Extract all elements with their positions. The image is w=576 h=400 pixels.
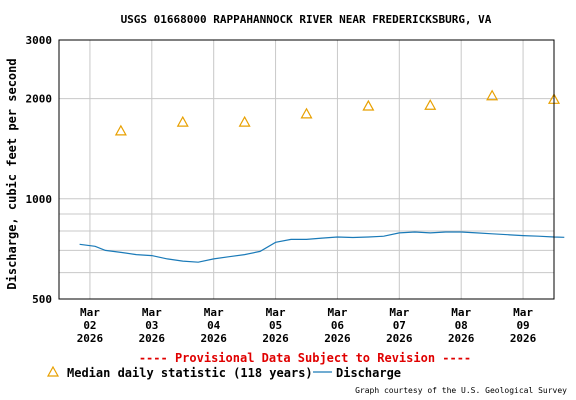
x-tick-label: 03 xyxy=(145,319,158,332)
plot-frame xyxy=(58,39,555,300)
x-tick-label: 07 xyxy=(393,319,406,332)
credit-text: Graph courtesy of the U.S. Geological Su… xyxy=(355,386,567,395)
x-tick-label: 2026 xyxy=(200,332,227,345)
x-tick-label: 2026 xyxy=(139,332,166,345)
x-tick-label: 04 xyxy=(207,319,221,332)
x-tick-label: 2026 xyxy=(262,332,289,345)
y-tick-labels: 500 1000 2000 3000 xyxy=(26,34,53,306)
x-tick-label: 08 xyxy=(455,319,468,332)
x-tick-label: Mar xyxy=(80,306,100,319)
legend-label-median: Median daily statistic (118 years) xyxy=(67,366,313,380)
y-tick-label: 3000 xyxy=(26,34,53,47)
x-tick-label: 2026 xyxy=(386,332,413,345)
median-point xyxy=(486,89,499,101)
legend-triangle-marker xyxy=(46,365,60,377)
median-point xyxy=(362,99,375,111)
chart-title: USGS 01668000 RAPPAHANNOCK RIVER NEAR FR… xyxy=(121,13,492,26)
legend: Median daily statistic (118 years) Disch… xyxy=(46,365,401,380)
median-point xyxy=(114,124,127,136)
x-tick-label: 2026 xyxy=(324,332,351,345)
x-tick-label: 05 xyxy=(269,319,282,332)
y-axis-label: Discharge, cubic feet per second xyxy=(5,58,19,289)
x-tick-label: 09 xyxy=(516,319,529,332)
x-tick-label: Mar xyxy=(328,306,348,319)
discharge-series-line xyxy=(79,231,565,263)
x-tick-label: Mar xyxy=(451,306,471,319)
x-tick-label: Mar xyxy=(266,306,286,319)
grid-lines xyxy=(59,40,554,299)
median-point xyxy=(300,107,313,119)
provisional-note: ---- Provisional Data Subject to Revisio… xyxy=(139,351,471,365)
legend-label-discharge: Discharge xyxy=(336,366,401,380)
x-tick-label: Mar xyxy=(204,306,224,319)
y-tick-label: 500 xyxy=(32,293,52,306)
median-point xyxy=(424,99,437,110)
x-tick-label: 02 xyxy=(83,319,96,332)
y-tick-label: 1000 xyxy=(26,193,53,206)
x-tick-label: Mar xyxy=(389,306,409,319)
x-tick-label: 06 xyxy=(331,319,345,332)
y-tick-label: 2000 xyxy=(26,93,53,106)
median-point xyxy=(176,115,189,127)
x-tick-label: Mar xyxy=(142,306,162,319)
x-tick-label: Mar xyxy=(513,306,533,319)
x-tick-labels: Mar022026Mar032026Mar042026Mar052026Mar0… xyxy=(77,306,537,345)
median-point xyxy=(238,115,251,127)
x-tick-label: 2026 xyxy=(448,332,475,345)
x-tick-label: 2026 xyxy=(510,332,537,345)
x-tick-label: 2026 xyxy=(77,332,104,345)
